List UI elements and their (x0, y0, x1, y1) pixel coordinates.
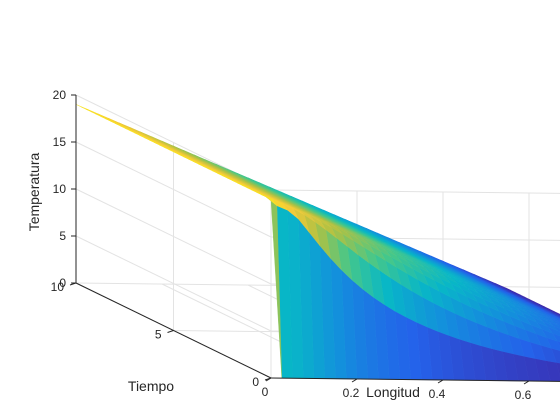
z-tick-label: 15 (53, 135, 67, 149)
grid-line (75, 235, 272, 332)
grid-line (75, 141, 272, 238)
x-tick-label: 0 (262, 385, 269, 399)
z-tick-label: 20 (53, 88, 67, 102)
y-axis-label: Tiempo (128, 378, 174, 394)
axis-labels: Temperatura Tiempo Longitud (26, 152, 420, 400)
y-tick-mark (167, 330, 174, 333)
x-axis-line (270, 377, 560, 382)
x-tick-label: 0.6 (515, 388, 532, 402)
surface (75, 104, 560, 382)
z-tick-label: 5 (59, 229, 66, 243)
x-tick-mark (523, 380, 530, 385)
y-tick-label: 10 (51, 280, 65, 294)
x-axis-label: Longitud (366, 384, 420, 400)
z-tick-label: 0 (59, 276, 66, 290)
x-tick-label: 0.4 (429, 387, 446, 401)
y-tick-label: 0 (252, 375, 259, 389)
y-tick-mark (69, 282, 77, 286)
y-tick-label: 5 (155, 328, 162, 342)
x-tick-mark (351, 378, 358, 383)
z-axis-label: Temperatura (26, 152, 42, 231)
surface-patch (75, 104, 92, 112)
x-tick-mark (437, 379, 444, 384)
x-tick-label: 0.2 (343, 386, 360, 400)
x-tick-mark (265, 377, 272, 382)
z-tick-label: 10 (53, 182, 67, 196)
grid-line (75, 188, 272, 285)
grid-line (270, 189, 560, 194)
